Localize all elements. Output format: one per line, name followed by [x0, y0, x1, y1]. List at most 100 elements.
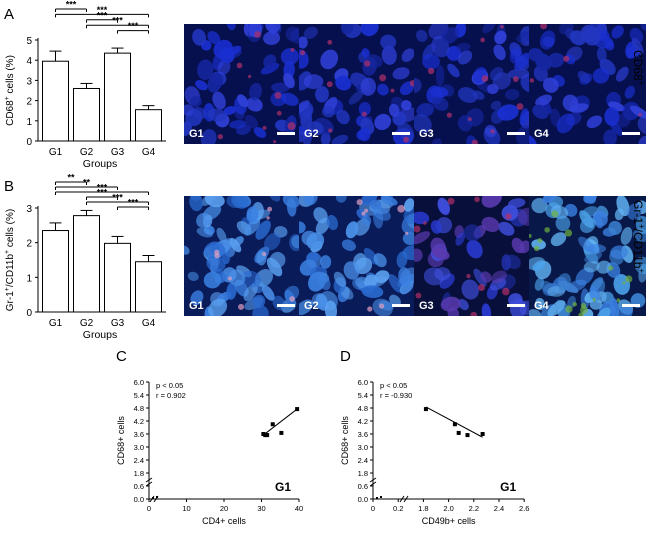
- cell-nucleus: [190, 290, 204, 306]
- y-tick-label: 0.6: [358, 482, 368, 491]
- data-point: [279, 430, 284, 435]
- y-tick-label: 1: [26, 117, 32, 128]
- cell-nucleus: [620, 226, 633, 245]
- cell-nucleus: [586, 243, 607, 254]
- cell-nucleus: [473, 268, 487, 287]
- stain-spot: [572, 302, 577, 307]
- cell-nucleus: [184, 121, 192, 136]
- cell-nucleus: [577, 70, 591, 83]
- stain-spot: [397, 204, 406, 213]
- y-axis-break: [145, 477, 153, 483]
- cell-nucleus: [491, 270, 507, 284]
- cell-nucleus: [529, 309, 542, 316]
- y-tick-label: 2: [26, 239, 32, 250]
- cell-nucleus: [463, 224, 482, 242]
- cell-nucleus: [331, 134, 349, 144]
- cell-nucleus: [364, 274, 378, 289]
- cell-nucleus: [490, 100, 502, 110]
- scale-bar: [622, 304, 640, 307]
- cell-nucleus: [362, 214, 372, 226]
- data-point-origin: [156, 496, 158, 498]
- cell-nucleus: [196, 212, 211, 228]
- stain-spot: [414, 225, 421, 233]
- cell-nucleus: [440, 296, 461, 312]
- cell-nucleus: [435, 65, 445, 87]
- stain-spot: [267, 206, 273, 212]
- x-tick-label: 10: [182, 504, 190, 513]
- cell-nucleus: [320, 49, 339, 70]
- cell-nucleus: [192, 29, 207, 46]
- stain-spot: [364, 60, 371, 67]
- micro-group-label: G2: [304, 300, 319, 312]
- cell-nucleus: [190, 95, 202, 108]
- micro-group-label: G3: [419, 300, 434, 312]
- cell-nucleus: [616, 66, 629, 82]
- cell-nucleus: [569, 30, 587, 46]
- cell-nucleus: [348, 90, 364, 105]
- y-axis-title: Gr-1+/CD11b+ cells (%): [4, 209, 16, 311]
- cell-nucleus: [299, 49, 309, 69]
- cell-nucleus: [229, 120, 247, 129]
- cell-nucleus: [263, 31, 281, 46]
- cell-nucleus: [557, 273, 572, 291]
- cell-nucleus: [241, 270, 262, 288]
- cell-nucleus: [269, 196, 281, 202]
- cell-nucleus: [223, 106, 237, 115]
- y-tick-label: 1.8: [134, 469, 144, 478]
- significance-label: ***: [97, 188, 108, 198]
- micro-group-label: G4: [534, 128, 549, 140]
- cell-nucleus: [326, 214, 339, 231]
- x-tick-label: G2: [80, 318, 94, 329]
- cell-nucleus: [284, 285, 300, 301]
- stain-spot: [276, 110, 282, 116]
- cell-nucleus: [373, 253, 387, 268]
- chart-axes: 0.0 0.6 1.8 2.4 3.0 3.6 4.2 4.8 5.4 6.0 0 10 20 30 40: [134, 378, 304, 513]
- significance-label: **: [83, 178, 91, 188]
- cell-nucleus: [313, 207, 328, 224]
- cell-nucleus: [358, 127, 371, 142]
- y-tick-label: 2.4: [358, 456, 368, 465]
- data-point: [270, 422, 275, 427]
- x-axis-break: [403, 495, 409, 503]
- cell-nucleus: [209, 241, 226, 256]
- cell-nucleus: [269, 251, 286, 268]
- significance-bracket: [86, 201, 149, 205]
- cell-nucleus: [542, 77, 559, 93]
- cell-nucleus: [431, 138, 442, 144]
- cell-nucleus: [585, 196, 597, 204]
- scatter-cd68-vs-cd49b: 0.0 0.6 1.8 2.4 3.0 3.6 4.2 4.8 5.4 6.0 0 0.2 1.8 2.0…: [340, 378, 529, 526]
- cell-nucleus: [589, 285, 600, 301]
- cell-nucleus: [255, 220, 271, 240]
- bar-chart-gr1-cd11b: 0 1 2 3 G1 G2 G3 G4 Groups Gr-1+/CD11b+ cells (%)…: [4, 173, 166, 341]
- cell-nucleus: [226, 196, 245, 209]
- cell-nucleus: [610, 297, 619, 316]
- x-tick-label: 2.2: [469, 504, 479, 513]
- stain-spot: [625, 275, 633, 283]
- bar-G4: [135, 109, 162, 142]
- cell-nucleus: [196, 227, 214, 238]
- stain-spot: [262, 125, 267, 130]
- stain-spot: [563, 55, 570, 62]
- micro-a-g2: G2: [299, 24, 416, 144]
- cell-nucleus: [204, 196, 225, 208]
- y-tick-label: 3.6: [358, 430, 368, 439]
- micro-a-g4: G4: [529, 24, 646, 144]
- x-axis-title: Groups: [83, 158, 117, 170]
- cell-nucleus: [442, 27, 459, 44]
- cell-nucleus: [630, 105, 646, 119]
- cell-nucleus: [285, 26, 301, 42]
- bar-G2: [73, 215, 100, 313]
- stain-spot: [622, 281, 626, 285]
- scale-bar: [507, 304, 525, 307]
- stain-spot: [248, 74, 252, 79]
- cell-nucleus: [299, 129, 306, 142]
- cell-nucleus: [583, 26, 601, 46]
- micro-group-label: G3: [419, 128, 434, 140]
- x-axis-title: Groups: [83, 329, 117, 341]
- stain-spot: [328, 128, 333, 133]
- cell-nucleus: [461, 279, 480, 300]
- x-tick-label: 2.6: [519, 504, 529, 513]
- data-point: [465, 433, 470, 438]
- stain-spot: [580, 306, 588, 314]
